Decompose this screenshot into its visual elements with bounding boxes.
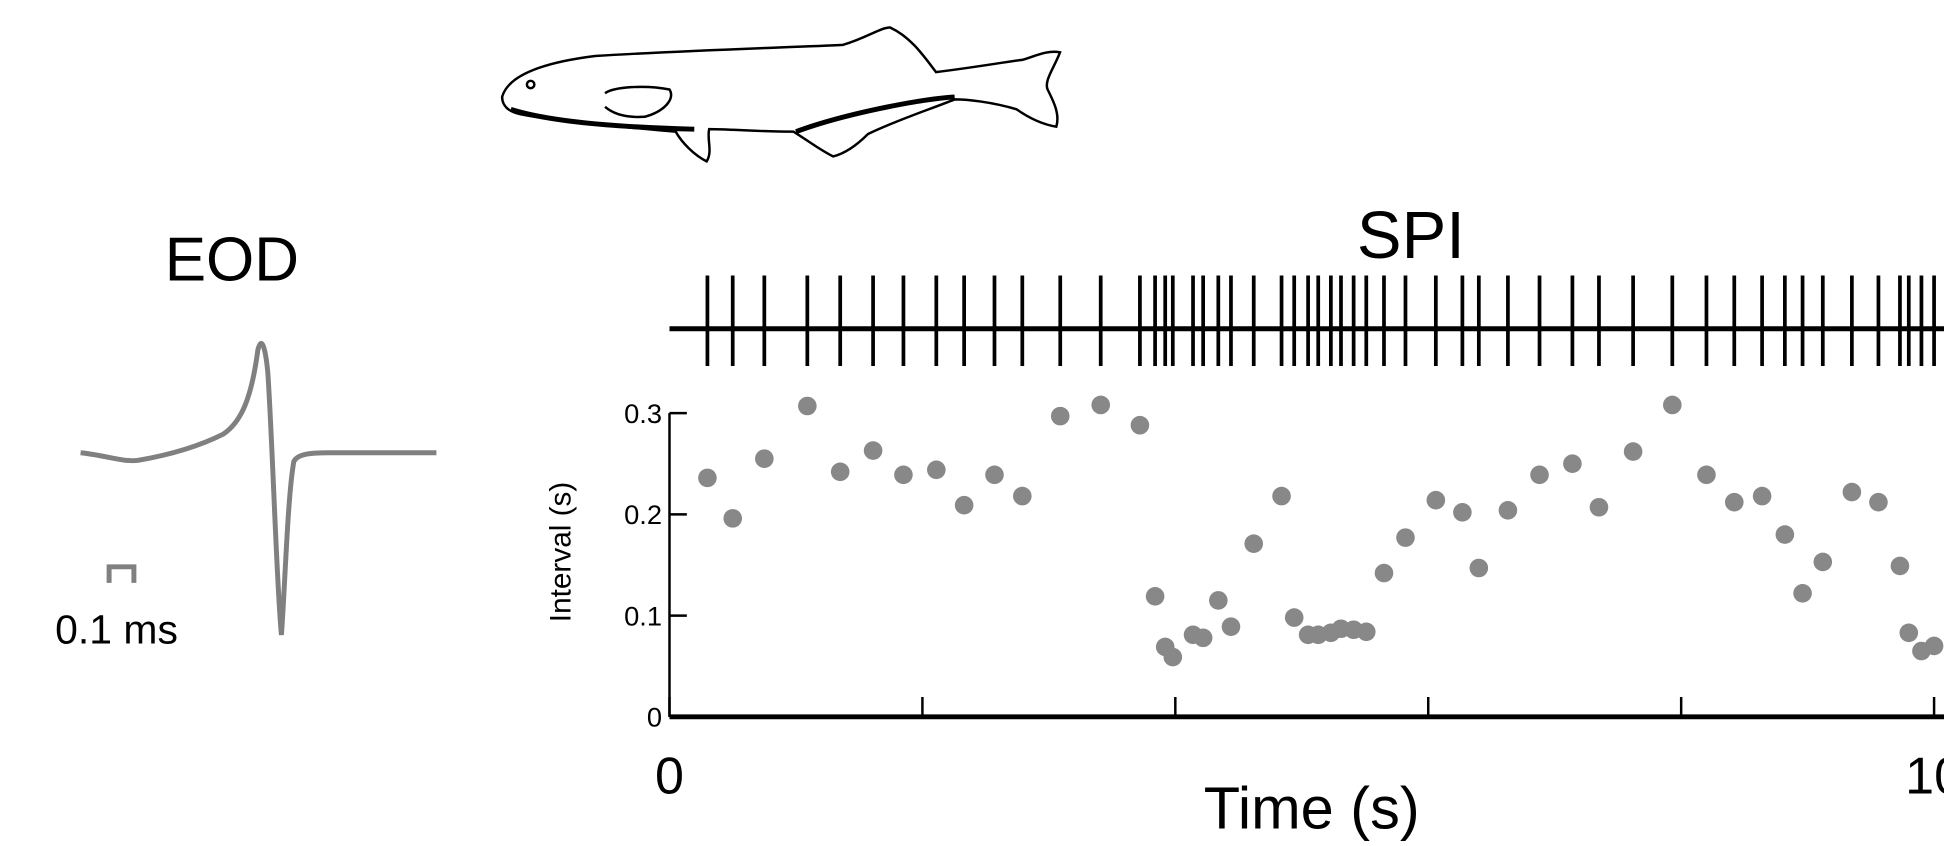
point xyxy=(1724,492,1744,512)
point xyxy=(1869,492,1888,512)
y-tick-label: 0.3 xyxy=(624,398,662,429)
point xyxy=(755,449,774,468)
point xyxy=(1396,528,1415,547)
point xyxy=(1842,482,1862,502)
point xyxy=(1050,406,1070,426)
point xyxy=(1775,525,1795,544)
point xyxy=(1091,395,1111,415)
point xyxy=(1697,465,1716,485)
point xyxy=(863,441,883,460)
point xyxy=(1793,584,1812,603)
point xyxy=(1453,503,1472,522)
point xyxy=(1469,558,1489,578)
point xyxy=(1890,556,1910,576)
point xyxy=(1145,587,1165,606)
point xyxy=(830,462,850,482)
fish-drawing xyxy=(500,26,1062,164)
y-tick-label: 0 xyxy=(647,702,662,733)
chart-title: SPI xyxy=(1357,198,1465,273)
point xyxy=(1589,497,1609,517)
scale-bar-label: 0.1 ms xyxy=(55,607,178,653)
y-tick-label: 0.2 xyxy=(624,499,662,530)
point xyxy=(1498,500,1518,520)
point xyxy=(1752,486,1772,506)
point xyxy=(1374,563,1394,583)
point xyxy=(798,396,817,416)
eod-waveform xyxy=(80,341,437,636)
point xyxy=(1813,552,1833,572)
point xyxy=(1426,490,1446,510)
y-tick-label: 0.1 xyxy=(624,601,662,632)
point xyxy=(1530,465,1549,485)
point xyxy=(1899,623,1919,643)
point xyxy=(1193,628,1213,648)
point xyxy=(723,509,743,528)
point xyxy=(1663,395,1682,415)
point xyxy=(1284,608,1304,627)
x-tick-label: 0 xyxy=(655,748,684,806)
point xyxy=(954,495,974,515)
point xyxy=(927,460,946,480)
point xyxy=(1623,442,1643,461)
waveform-title: EOD xyxy=(165,225,299,294)
point xyxy=(1221,617,1241,637)
point xyxy=(1563,454,1582,474)
scale-bar xyxy=(106,564,137,583)
point xyxy=(1244,534,1264,553)
point xyxy=(1272,486,1291,506)
point xyxy=(1356,622,1376,642)
point xyxy=(698,468,717,488)
point xyxy=(1209,591,1228,610)
point xyxy=(985,465,1004,485)
y-axis-label: Interval (s) xyxy=(544,482,577,623)
point xyxy=(1130,415,1150,435)
x-axis-label: Time (s) xyxy=(1204,774,1420,841)
x-tick-label: 10 xyxy=(1905,748,1944,806)
point xyxy=(894,465,913,485)
point xyxy=(1924,636,1944,656)
point xyxy=(1163,647,1183,667)
point xyxy=(1013,486,1032,506)
